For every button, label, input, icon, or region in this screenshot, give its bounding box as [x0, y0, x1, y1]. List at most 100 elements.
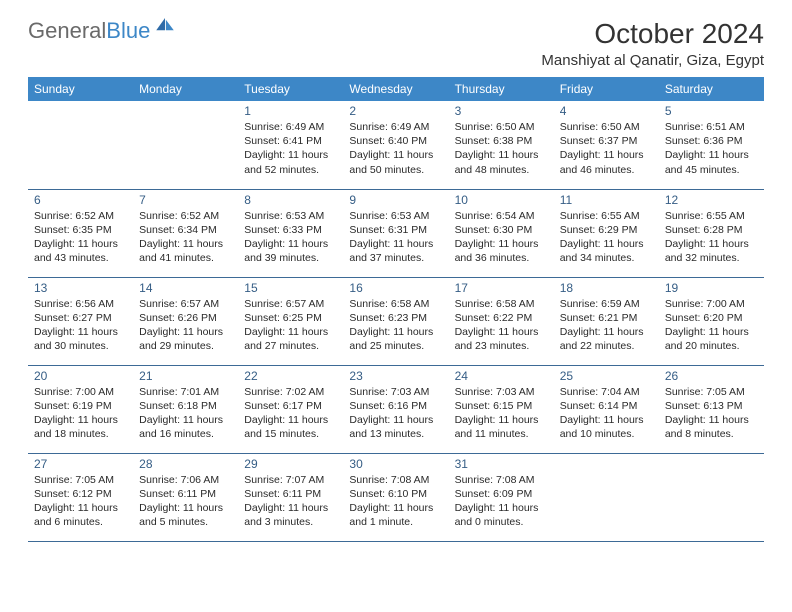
cell-line: Daylight: 11 hours	[665, 413, 758, 427]
cell-line: Daylight: 11 hours	[349, 413, 442, 427]
calendar-cell: 20Sunrise: 7:00 AMSunset: 6:19 PMDayligh…	[28, 365, 133, 453]
cell-line: Daylight: 11 hours	[455, 325, 548, 339]
cell-line: Sunrise: 7:05 AM	[665, 385, 758, 399]
cell-line: Sunset: 6:27 PM	[34, 311, 127, 325]
day-number: 19	[665, 281, 758, 295]
calendar-cell: 22Sunrise: 7:02 AMSunset: 6:17 PMDayligh…	[238, 365, 343, 453]
cell-line: and 25 minutes.	[349, 339, 442, 353]
cell-line: Sunrise: 7:08 AM	[455, 473, 548, 487]
logo: GeneralBlue	[28, 18, 174, 44]
cell-line: and 1 minute.	[349, 515, 442, 529]
cell-line: Sunrise: 6:54 AM	[455, 209, 548, 223]
calendar-cell: 8Sunrise: 6:53 AMSunset: 6:33 PMDaylight…	[238, 189, 343, 277]
calendar-cell: 25Sunrise: 7:04 AMSunset: 6:14 PMDayligh…	[554, 365, 659, 453]
calendar-cell: 9Sunrise: 6:53 AMSunset: 6:31 PMDaylight…	[343, 189, 448, 277]
cell-line: Daylight: 11 hours	[139, 501, 232, 515]
calendar-body: 1Sunrise: 6:49 AMSunset: 6:41 PMDaylight…	[28, 101, 764, 541]
day-number: 11	[560, 193, 653, 207]
cell-line: Sunrise: 7:00 AM	[34, 385, 127, 399]
day-number: 13	[34, 281, 127, 295]
cell-line: Daylight: 11 hours	[244, 413, 337, 427]
cell-line: Sunrise: 7:05 AM	[34, 473, 127, 487]
calendar-cell: 29Sunrise: 7:07 AMSunset: 6:11 PMDayligh…	[238, 453, 343, 541]
cell-line: Sunset: 6:09 PM	[455, 487, 548, 501]
day-number: 31	[455, 457, 548, 471]
calendar-cell: 6Sunrise: 6:52 AMSunset: 6:35 PMDaylight…	[28, 189, 133, 277]
cell-line: Daylight: 11 hours	[244, 148, 337, 162]
day-number: 26	[665, 369, 758, 383]
day-number: 6	[34, 193, 127, 207]
day-number: 7	[139, 193, 232, 207]
cell-line: Sunset: 6:20 PM	[665, 311, 758, 325]
cell-line: and 5 minutes.	[139, 515, 232, 529]
day-number: 24	[455, 369, 548, 383]
cell-line: Sunset: 6:11 PM	[139, 487, 232, 501]
cell-line: Daylight: 11 hours	[560, 148, 653, 162]
cell-line: Sunrise: 7:08 AM	[349, 473, 442, 487]
calendar-cell: 3Sunrise: 6:50 AMSunset: 6:38 PMDaylight…	[449, 101, 554, 189]
cell-line: Sunset: 6:25 PM	[244, 311, 337, 325]
calendar-cell: 10Sunrise: 6:54 AMSunset: 6:30 PMDayligh…	[449, 189, 554, 277]
cell-line: Sunrise: 6:52 AM	[34, 209, 127, 223]
cell-line: and 20 minutes.	[665, 339, 758, 353]
cell-line: Daylight: 11 hours	[244, 325, 337, 339]
cell-line: Sunrise: 7:06 AM	[139, 473, 232, 487]
cell-line: Daylight: 11 hours	[34, 237, 127, 251]
cell-line: Sunrise: 6:55 AM	[560, 209, 653, 223]
cell-line: Sunrise: 6:49 AM	[244, 120, 337, 134]
calendar-cell	[659, 453, 764, 541]
cell-line: and 13 minutes.	[349, 427, 442, 441]
header: GeneralBlue October 2024 Manshiyat al Qa…	[28, 18, 764, 69]
cell-line: and 39 minutes.	[244, 251, 337, 265]
cell-line: Sunset: 6:14 PM	[560, 399, 653, 413]
cell-line: Sunset: 6:41 PM	[244, 134, 337, 148]
cell-line: and 27 minutes.	[244, 339, 337, 353]
cell-line: Sunset: 6:16 PM	[349, 399, 442, 413]
day-number: 16	[349, 281, 442, 295]
cell-line: Sunset: 6:15 PM	[455, 399, 548, 413]
calendar-cell	[28, 101, 133, 189]
cell-line: Sunset: 6:11 PM	[244, 487, 337, 501]
cell-line: Sunset: 6:31 PM	[349, 223, 442, 237]
day-number: 29	[244, 457, 337, 471]
day-number: 2	[349, 104, 442, 118]
cell-line: and 18 minutes.	[34, 427, 127, 441]
cell-line: Sunrise: 6:50 AM	[560, 120, 653, 134]
day-number: 25	[560, 369, 653, 383]
cell-line: Sunset: 6:21 PM	[560, 311, 653, 325]
cell-line: Sunset: 6:29 PM	[560, 223, 653, 237]
cell-line: Daylight: 11 hours	[455, 148, 548, 162]
cell-line: Sunset: 6:28 PM	[665, 223, 758, 237]
cell-line: Sunset: 6:26 PM	[139, 311, 232, 325]
cell-line: Sunset: 6:36 PM	[665, 134, 758, 148]
calendar-cell	[554, 453, 659, 541]
cell-line: and 36 minutes.	[455, 251, 548, 265]
logo-sail-icon	[156, 18, 174, 32]
cell-line: Daylight: 11 hours	[349, 325, 442, 339]
cell-line: and 10 minutes.	[560, 427, 653, 441]
cell-line: Sunset: 6:19 PM	[34, 399, 127, 413]
day-number: 10	[455, 193, 548, 207]
day-number: 12	[665, 193, 758, 207]
day-header: Tuesday	[238, 77, 343, 101]
calendar-cell: 27Sunrise: 7:05 AMSunset: 6:12 PMDayligh…	[28, 453, 133, 541]
cell-line: Sunset: 6:12 PM	[34, 487, 127, 501]
day-number: 3	[455, 104, 548, 118]
cell-line: Daylight: 11 hours	[455, 413, 548, 427]
cell-line: Sunrise: 7:02 AM	[244, 385, 337, 399]
cell-line: Sunset: 6:22 PM	[455, 311, 548, 325]
cell-line: Sunrise: 7:07 AM	[244, 473, 337, 487]
calendar-cell: 2Sunrise: 6:49 AMSunset: 6:40 PMDaylight…	[343, 101, 448, 189]
cell-line: and 16 minutes.	[139, 427, 232, 441]
cell-line: and 45 minutes.	[665, 163, 758, 177]
cell-line: Sunset: 6:38 PM	[455, 134, 548, 148]
cell-line: Sunset: 6:37 PM	[560, 134, 653, 148]
day-number: 4	[560, 104, 653, 118]
day-header: Thursday	[449, 77, 554, 101]
cell-line: Sunrise: 6:55 AM	[665, 209, 758, 223]
day-number: 14	[139, 281, 232, 295]
cell-line: Daylight: 11 hours	[455, 237, 548, 251]
cell-line: Sunrise: 6:56 AM	[34, 297, 127, 311]
day-header: Friday	[554, 77, 659, 101]
day-header: Sunday	[28, 77, 133, 101]
